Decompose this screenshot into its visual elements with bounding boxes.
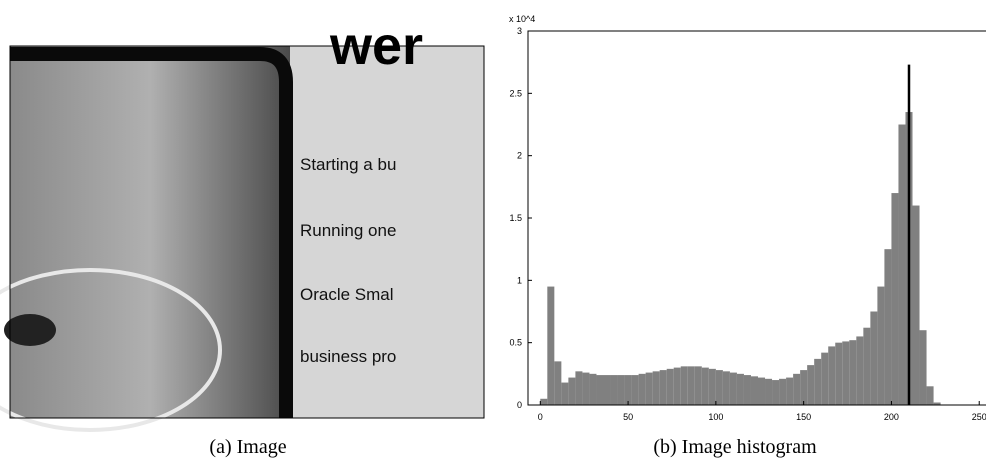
bar [645,372,653,405]
bar [933,402,941,405]
bar [722,371,730,405]
bar [540,398,548,405]
bar [708,368,716,405]
x-tick-label: 100 [708,412,723,422]
y-tick-label: 2.5 [509,88,522,98]
bar [758,377,766,405]
bar [638,373,646,405]
bar [863,327,871,405]
bar [772,380,780,405]
bar [750,376,758,405]
photo-text: Running one [300,221,396,240]
bar [603,375,611,405]
bar [877,286,885,405]
bar [870,311,878,405]
photo-text: business pro [300,347,396,366]
bar [568,377,576,405]
bar [715,370,723,405]
y-scale-label: x 10^4 [509,14,535,24]
caption: (a) Image [209,436,286,458]
bar [673,367,681,405]
bar [786,377,794,405]
photo-eye [4,314,56,346]
bar [680,366,688,405]
y-tick-label: 1 [517,275,522,285]
photo-glasses [0,268,222,432]
bar [610,375,618,405]
bar [729,372,737,405]
photo-text: wer [329,16,423,76]
bar [814,358,822,405]
photo-border [9,45,485,419]
y-tick-label: 0 [517,400,522,410]
y-tick-label: 3 [517,26,522,36]
bar [659,370,667,405]
x-tick-label: 250 [972,412,986,422]
bar [765,378,773,405]
bar [821,352,829,405]
bar [736,373,744,405]
bar [596,375,604,405]
photo-text: Starting a bu [300,155,396,174]
bar [800,370,808,405]
bar [919,330,927,405]
bar [652,371,660,405]
bar [926,386,934,405]
bar [912,205,920,405]
y-tick-label: 1.5 [509,213,522,223]
bar [666,368,674,405]
bar [898,124,906,405]
bar [589,373,597,405]
bar [694,366,702,405]
photo: wer Starting a bu Running one Oracle Sma… [0,16,485,432]
bar [807,365,815,405]
x-tick-label: 150 [796,412,811,422]
y-tick-label: 2 [517,151,522,161]
bar [779,378,787,405]
photo-text: Oracle Smal [300,285,394,304]
bar [842,341,850,405]
bar [701,367,709,405]
bar [617,375,625,405]
bar [743,375,751,405]
bar [547,286,555,405]
bar [575,371,583,405]
caption: (b) Image histogram [653,436,817,458]
y-tick-label: 0.5 [509,338,522,348]
bar [624,375,632,405]
photo-face [10,46,290,418]
bar [849,340,857,405]
x-tick-label: 50 [623,412,633,422]
bar [891,193,899,405]
bar [835,342,843,405]
bar [828,346,836,405]
bar [561,382,569,405]
x-tick-label: 0 [538,412,543,422]
bar [687,366,695,405]
bar [554,361,562,405]
bar [631,375,639,405]
x-tick-label: 200 [884,412,899,422]
bar [856,336,864,405]
bar [884,249,892,405]
bar [793,373,801,405]
bar [582,372,590,405]
photo-frame [10,47,293,418]
